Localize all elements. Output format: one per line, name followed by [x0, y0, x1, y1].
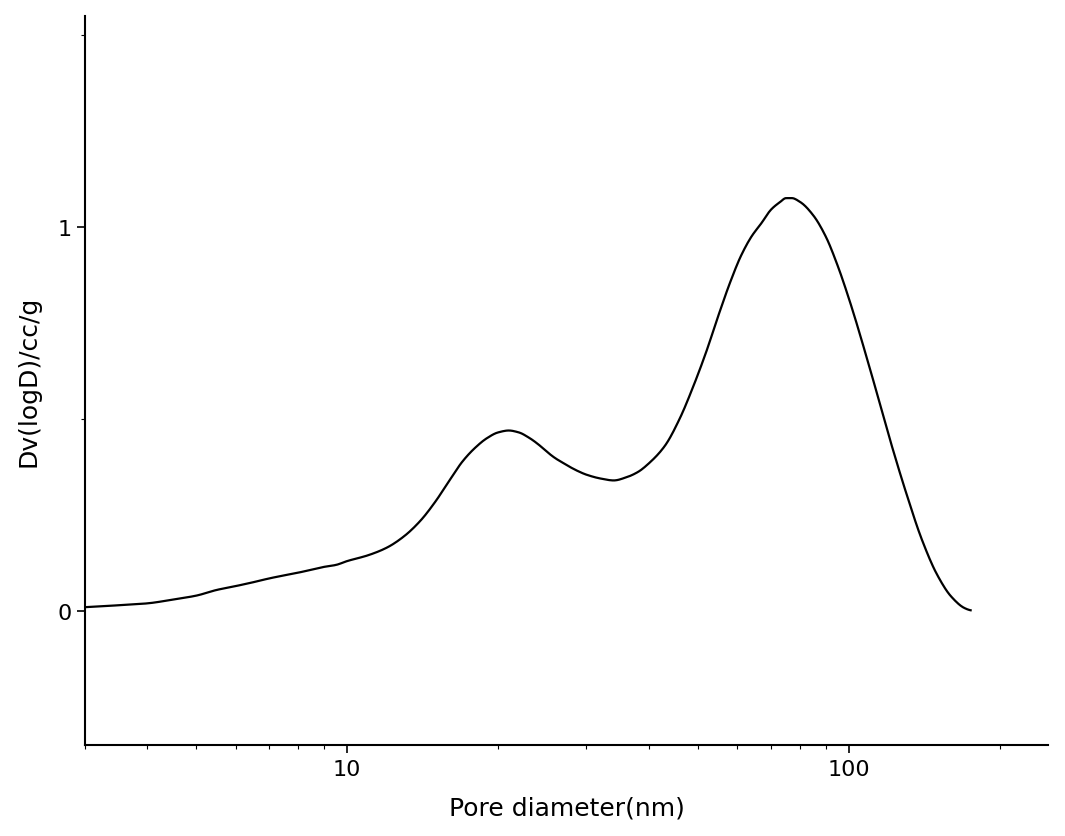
- X-axis label: Pore diameter(nm): Pore diameter(nm): [448, 795, 685, 819]
- Y-axis label: Dv(logD)/cc/g: Dv(logD)/cc/g: [17, 296, 40, 466]
